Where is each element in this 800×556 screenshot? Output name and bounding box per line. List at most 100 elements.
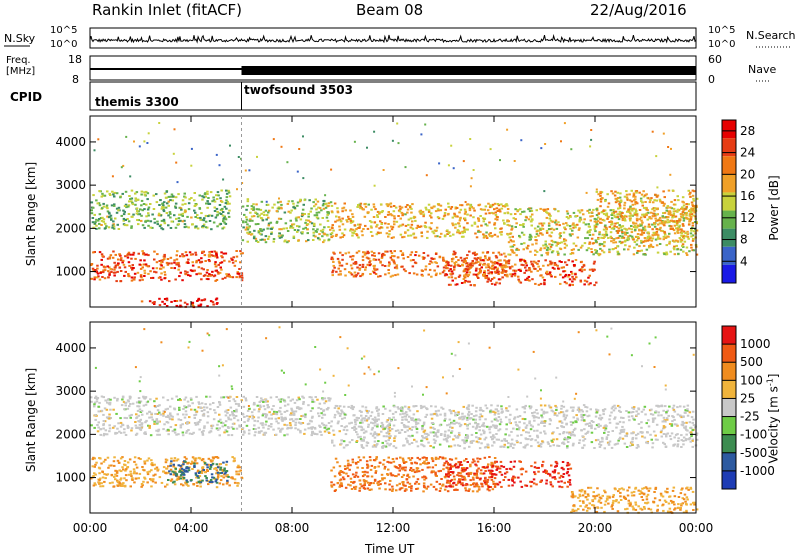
noise-cell bbox=[655, 155, 657, 157]
echo-cell bbox=[131, 216, 134, 218]
echo-cell bbox=[166, 191, 169, 193]
echo-cell bbox=[514, 208, 517, 210]
echo-cell bbox=[224, 411, 227, 413]
echo-cell bbox=[439, 256, 442, 258]
echo-cell bbox=[146, 481, 149, 483]
echo-cell bbox=[131, 477, 134, 479]
echo-cell bbox=[682, 196, 685, 198]
echo-cell bbox=[217, 472, 220, 474]
echo-cell bbox=[129, 403, 132, 405]
echo-cell bbox=[374, 437, 377, 439]
echo-cell bbox=[483, 273, 486, 275]
echo-cell bbox=[221, 228, 224, 230]
echo-cell bbox=[568, 274, 571, 276]
echo-cell bbox=[692, 422, 695, 424]
echo-cell bbox=[555, 220, 558, 222]
echo-cell bbox=[141, 279, 144, 281]
colorbar-cell bbox=[722, 192, 736, 210]
echo-cell bbox=[280, 207, 283, 209]
echo-cell bbox=[283, 240, 286, 242]
echo-cell bbox=[253, 424, 256, 426]
echo-cell bbox=[401, 214, 404, 216]
echo-cell bbox=[529, 251, 532, 253]
echo-cell bbox=[553, 208, 556, 210]
echo-cell bbox=[197, 423, 200, 425]
echo-cell bbox=[123, 213, 126, 215]
echo-cell bbox=[261, 239, 264, 241]
echo-cell bbox=[576, 224, 579, 226]
echo-cell bbox=[654, 234, 657, 236]
echo-cell bbox=[226, 431, 229, 433]
echo-cell bbox=[533, 420, 536, 422]
echo-cell bbox=[359, 224, 362, 226]
echo-cell bbox=[682, 214, 685, 216]
echo-cell bbox=[475, 274, 478, 276]
echo-cell bbox=[405, 438, 408, 440]
echo-cell bbox=[229, 414, 232, 416]
echo-cell bbox=[515, 270, 518, 272]
echo-cell bbox=[142, 396, 145, 398]
echo-cell bbox=[632, 239, 635, 241]
echo-cell bbox=[126, 224, 128, 226]
echo-cell bbox=[478, 426, 481, 428]
echo-cell bbox=[459, 445, 462, 447]
echo-cell bbox=[209, 220, 212, 222]
echo-cell bbox=[144, 194, 147, 196]
echo-cell bbox=[397, 256, 400, 258]
echo-cell bbox=[169, 465, 172, 467]
echo-cell bbox=[235, 471, 238, 473]
echo-cell bbox=[253, 208, 256, 210]
echo-cell bbox=[176, 254, 179, 256]
echo-cell bbox=[660, 414, 663, 416]
echo-cell bbox=[461, 282, 464, 284]
echo-cell bbox=[290, 210, 293, 212]
echo-cell bbox=[640, 198, 643, 200]
echo-cell bbox=[611, 217, 614, 219]
echo-cell bbox=[654, 218, 657, 220]
echo-cell bbox=[599, 446, 602, 448]
echo-cell bbox=[217, 429, 220, 431]
noise-cell bbox=[278, 198, 280, 200]
echo-cell bbox=[390, 276, 393, 278]
echo-cell bbox=[526, 424, 529, 426]
echo-cell bbox=[104, 223, 107, 225]
echo-cell bbox=[607, 206, 610, 208]
echo-cell bbox=[117, 262, 120, 264]
echo-cell bbox=[263, 405, 266, 407]
echo-cell bbox=[503, 223, 506, 225]
echo-cell bbox=[446, 424, 449, 426]
echo-cell bbox=[466, 222, 469, 224]
echo-cell bbox=[458, 276, 461, 278]
echo-cell bbox=[384, 216, 387, 218]
echo-cell bbox=[447, 232, 450, 234]
echo-cell bbox=[98, 482, 101, 484]
echo-cell bbox=[569, 233, 572, 235]
echo-cell bbox=[200, 304, 203, 306]
echo-cell bbox=[569, 278, 572, 280]
echo-cell bbox=[565, 274, 568, 276]
echo-cell bbox=[631, 190, 634, 192]
echo-cell bbox=[475, 410, 478, 412]
echo-cell bbox=[164, 222, 167, 224]
echo-cell bbox=[135, 199, 138, 201]
echo-cell bbox=[357, 204, 360, 206]
echo-cell bbox=[257, 223, 260, 225]
echo-cell bbox=[505, 275, 508, 277]
echo-cell bbox=[324, 427, 327, 429]
echo-cell bbox=[510, 249, 513, 251]
echo-cell bbox=[581, 245, 584, 247]
echo-cell bbox=[223, 476, 226, 478]
echo-cell bbox=[444, 415, 447, 417]
echo-cell bbox=[606, 213, 609, 215]
echo-cell bbox=[210, 461, 213, 463]
echo-cell bbox=[377, 276, 380, 278]
echo-cell bbox=[145, 420, 148, 422]
echo-cell bbox=[683, 202, 686, 204]
echo-cell bbox=[242, 221, 245, 223]
echo-cell bbox=[515, 222, 518, 224]
echo-cell bbox=[457, 259, 460, 261]
echo-cell bbox=[566, 216, 569, 218]
noise-cell bbox=[514, 160, 516, 162]
echo-cell bbox=[412, 259, 415, 261]
noise-cell bbox=[564, 122, 566, 124]
